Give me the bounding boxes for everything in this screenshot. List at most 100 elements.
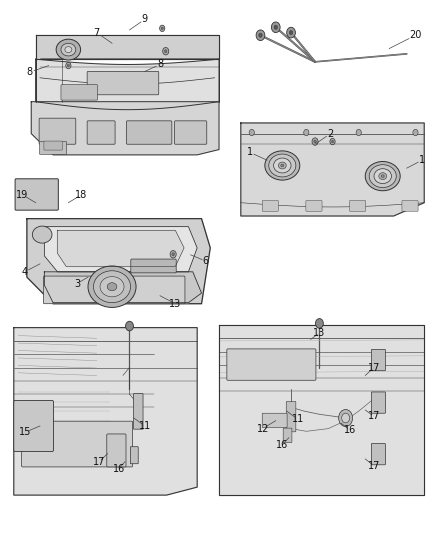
Ellipse shape <box>88 266 136 308</box>
Circle shape <box>67 64 69 67</box>
Ellipse shape <box>61 43 76 56</box>
FancyBboxPatch shape <box>262 413 287 427</box>
Circle shape <box>304 130 309 136</box>
Circle shape <box>342 413 350 423</box>
Circle shape <box>161 27 163 30</box>
Polygon shape <box>44 272 201 303</box>
Circle shape <box>172 253 174 256</box>
Ellipse shape <box>265 151 300 180</box>
Circle shape <box>272 22 280 33</box>
Circle shape <box>259 33 262 37</box>
Ellipse shape <box>93 271 131 303</box>
Polygon shape <box>31 102 219 155</box>
Text: 16: 16 <box>344 425 356 435</box>
Circle shape <box>314 140 316 143</box>
Polygon shape <box>44 227 197 272</box>
Ellipse shape <box>107 282 117 290</box>
Ellipse shape <box>281 164 284 167</box>
Polygon shape <box>14 328 197 495</box>
Polygon shape <box>241 123 424 216</box>
Circle shape <box>126 321 134 331</box>
Text: 17: 17 <box>368 362 380 373</box>
Text: 8: 8 <box>26 68 32 77</box>
Circle shape <box>274 25 278 29</box>
FancyBboxPatch shape <box>131 259 176 273</box>
Circle shape <box>66 62 71 69</box>
Ellipse shape <box>369 165 396 188</box>
FancyBboxPatch shape <box>371 350 385 370</box>
FancyBboxPatch shape <box>262 200 279 211</box>
Ellipse shape <box>65 46 72 53</box>
Ellipse shape <box>274 158 291 173</box>
Circle shape <box>315 319 323 328</box>
Text: 2: 2 <box>327 128 333 139</box>
FancyBboxPatch shape <box>44 141 62 150</box>
FancyBboxPatch shape <box>107 434 126 467</box>
FancyBboxPatch shape <box>87 71 159 95</box>
Ellipse shape <box>56 39 81 60</box>
Ellipse shape <box>374 168 392 183</box>
Polygon shape <box>219 325 424 495</box>
Circle shape <box>332 140 334 143</box>
FancyBboxPatch shape <box>371 392 385 413</box>
Text: 16: 16 <box>113 464 125 473</box>
Text: 3: 3 <box>74 279 80 288</box>
FancyBboxPatch shape <box>39 142 67 155</box>
Ellipse shape <box>365 161 400 191</box>
FancyBboxPatch shape <box>15 179 58 210</box>
Ellipse shape <box>381 175 384 177</box>
Circle shape <box>256 30 265 41</box>
Circle shape <box>159 25 165 31</box>
FancyBboxPatch shape <box>174 121 207 144</box>
Polygon shape <box>35 35 219 59</box>
FancyBboxPatch shape <box>306 200 322 211</box>
FancyBboxPatch shape <box>350 200 366 211</box>
FancyBboxPatch shape <box>371 443 385 465</box>
Circle shape <box>413 130 418 136</box>
FancyBboxPatch shape <box>21 421 133 467</box>
FancyBboxPatch shape <box>283 428 292 442</box>
FancyBboxPatch shape <box>227 349 316 380</box>
Text: 19: 19 <box>16 190 28 200</box>
FancyBboxPatch shape <box>131 447 138 464</box>
Text: 1: 1 <box>247 147 253 157</box>
Text: 7: 7 <box>94 28 100 38</box>
Circle shape <box>289 30 293 35</box>
Polygon shape <box>27 219 210 304</box>
Circle shape <box>170 251 176 258</box>
Text: 16: 16 <box>276 440 289 450</box>
Circle shape <box>312 138 318 146</box>
Ellipse shape <box>100 277 124 297</box>
Circle shape <box>165 50 167 53</box>
Text: 11: 11 <box>291 414 304 424</box>
Text: 9: 9 <box>142 14 148 25</box>
Ellipse shape <box>269 154 296 177</box>
Text: 20: 20 <box>409 30 422 41</box>
Circle shape <box>330 139 335 145</box>
Polygon shape <box>35 59 219 110</box>
Circle shape <box>339 409 353 426</box>
FancyBboxPatch shape <box>39 118 76 144</box>
Text: 1: 1 <box>419 155 425 165</box>
FancyBboxPatch shape <box>61 85 98 100</box>
Text: 17: 17 <box>93 457 105 466</box>
Text: 4: 4 <box>21 267 28 277</box>
FancyBboxPatch shape <box>134 393 143 429</box>
Circle shape <box>249 130 254 136</box>
Circle shape <box>162 47 169 55</box>
Text: 8: 8 <box>157 60 163 69</box>
Text: 17: 17 <box>368 411 380 422</box>
FancyBboxPatch shape <box>14 400 53 451</box>
FancyBboxPatch shape <box>286 401 296 432</box>
FancyBboxPatch shape <box>87 121 115 144</box>
Circle shape <box>356 130 361 136</box>
Polygon shape <box>57 230 184 266</box>
FancyBboxPatch shape <box>43 276 185 304</box>
Text: 18: 18 <box>75 190 88 200</box>
Text: 17: 17 <box>368 461 380 471</box>
Circle shape <box>287 27 295 38</box>
Text: 12: 12 <box>257 424 269 434</box>
Ellipse shape <box>379 173 387 180</box>
Ellipse shape <box>32 226 52 243</box>
Text: 11: 11 <box>139 421 151 431</box>
